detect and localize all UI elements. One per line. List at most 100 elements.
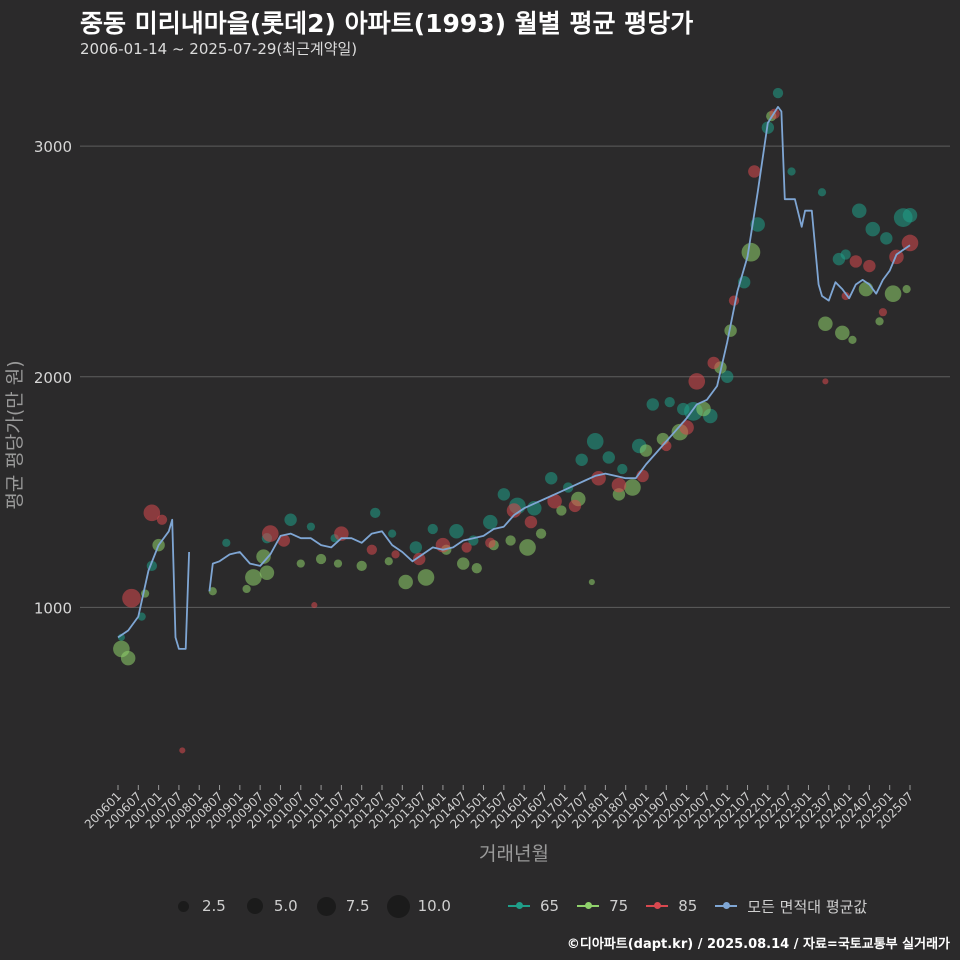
legend-item-75: 75 (575, 893, 628, 919)
size-legend-label: 2.5 (202, 897, 226, 915)
chart-title: 중동 미리내마을(롯데2) 아파트(1993) 월별 평균 평당가 (80, 9, 694, 38)
data-point-65 (427, 523, 438, 535)
data-point-85 (688, 373, 706, 390)
legend-label: 75 (609, 897, 629, 915)
data-point-75 (875, 317, 884, 326)
grid-lines (80, 145, 950, 608)
data-point-75 (208, 587, 217, 596)
data-point-65 (306, 522, 316, 531)
data-point-85 (334, 526, 349, 541)
data-point-85 (679, 420, 694, 435)
legend-key-65 (506, 893, 532, 919)
data-point-65 (772, 87, 784, 99)
data-point-75 (259, 565, 275, 581)
data-point-75 (519, 539, 536, 556)
data-point-75 (245, 569, 262, 586)
data-point-65 (721, 370, 734, 383)
data-point-75 (256, 549, 271, 564)
data-point-65 (602, 451, 615, 464)
data-point-65 (575, 453, 588, 466)
data-point-75 (556, 505, 567, 516)
y-tick-label: 3000 (34, 138, 72, 156)
data-point-65 (865, 221, 881, 237)
scatter-points (113, 87, 919, 754)
data-point-65 (646, 398, 659, 411)
data-point-65 (787, 167, 796, 176)
data-point-75 (356, 560, 367, 572)
average-line-layer (117, 106, 911, 650)
legend-label: 모든 면적대 평균값 (747, 897, 868, 916)
data-point-85 (748, 165, 761, 178)
data-point-75 (588, 578, 595, 586)
y-tick-label: 1000 (34, 599, 72, 617)
legend-key-85 (644, 893, 670, 919)
legend-label: 65 (540, 897, 560, 915)
data-point-65 (370, 507, 381, 518)
data-point-75 (333, 559, 343, 568)
data-point-75 (242, 584, 251, 594)
data-point-85 (506, 503, 522, 518)
data-point-85 (707, 356, 720, 370)
data-point-85 (277, 534, 291, 547)
size-legend-label: 7.5 (345, 897, 370, 915)
data-point-75 (818, 316, 833, 331)
data-point-65 (545, 472, 558, 485)
data-point-75 (120, 650, 136, 666)
data-point-75 (457, 557, 470, 570)
data-point-75 (296, 559, 305, 568)
data-point-85 (366, 544, 377, 555)
size-legend: 2.5 5.0 7.5 10.0 (168, 893, 465, 919)
data-point-65 (483, 514, 498, 530)
data-point-85 (485, 537, 496, 548)
data-point-65 (409, 541, 423, 554)
average-price-line (208, 106, 911, 592)
source-caption: ©디아파트(dapt.kr) / 2025.08.14 / 자료=국토교통부 실… (566, 937, 950, 952)
data-point-85 (311, 602, 318, 609)
size-legend-dot (387, 894, 411, 918)
data-point-65 (817, 188, 827, 197)
data-point-65 (449, 524, 464, 539)
size-legend-label: 10.0 (417, 897, 451, 915)
data-point-85 (611, 477, 627, 493)
data-point-65 (902, 208, 918, 223)
size-legend-label: 5.0 (273, 897, 298, 915)
data-point-65 (497, 488, 511, 501)
data-point-85 (262, 525, 279, 542)
size-legend-item: 2.5 (168, 893, 226, 919)
data-point-75 (884, 285, 902, 303)
y-axis-title: 평균 평당가(만 원) (4, 360, 26, 509)
legend-key-average (713, 893, 739, 919)
data-point-85 (413, 552, 426, 566)
data-point-75 (741, 242, 761, 262)
size-legend-item: 10.0 (384, 893, 451, 919)
data-point-85 (156, 514, 168, 525)
size-legend-dot (177, 900, 189, 912)
data-point-75 (417, 569, 435, 586)
data-point-75 (724, 324, 737, 337)
data-point-85 (822, 378, 829, 385)
data-point-65 (284, 513, 297, 526)
data-point-75 (848, 335, 857, 344)
data-point-75 (639, 444, 653, 457)
data-point-65 (222, 538, 231, 547)
y-axis-ticks: 1000 2000 3000 (34, 138, 72, 617)
data-point-65 (617, 463, 628, 475)
data-point-85 (461, 542, 472, 553)
size-legend-item: 5.0 (240, 893, 298, 919)
data-point-75 (835, 325, 850, 341)
data-point-85 (849, 255, 863, 268)
data-point-65 (880, 232, 893, 245)
legend-item-average: 모든 면적대 평균값 (713, 893, 867, 919)
data-point-85 (122, 588, 141, 608)
data-point-75 (398, 574, 413, 590)
size-legend-item: 7.5 (312, 893, 370, 919)
data-point-75 (902, 285, 911, 294)
data-point-85 (878, 308, 888, 317)
legend-label: 85 (678, 897, 698, 915)
data-point-85 (547, 494, 562, 509)
data-point-85 (143, 504, 161, 522)
x-axis-ticks: 2006012006072007012007072008012008072009… (82, 785, 916, 832)
data-point-75 (315, 553, 327, 565)
average-price-line (117, 518, 190, 650)
